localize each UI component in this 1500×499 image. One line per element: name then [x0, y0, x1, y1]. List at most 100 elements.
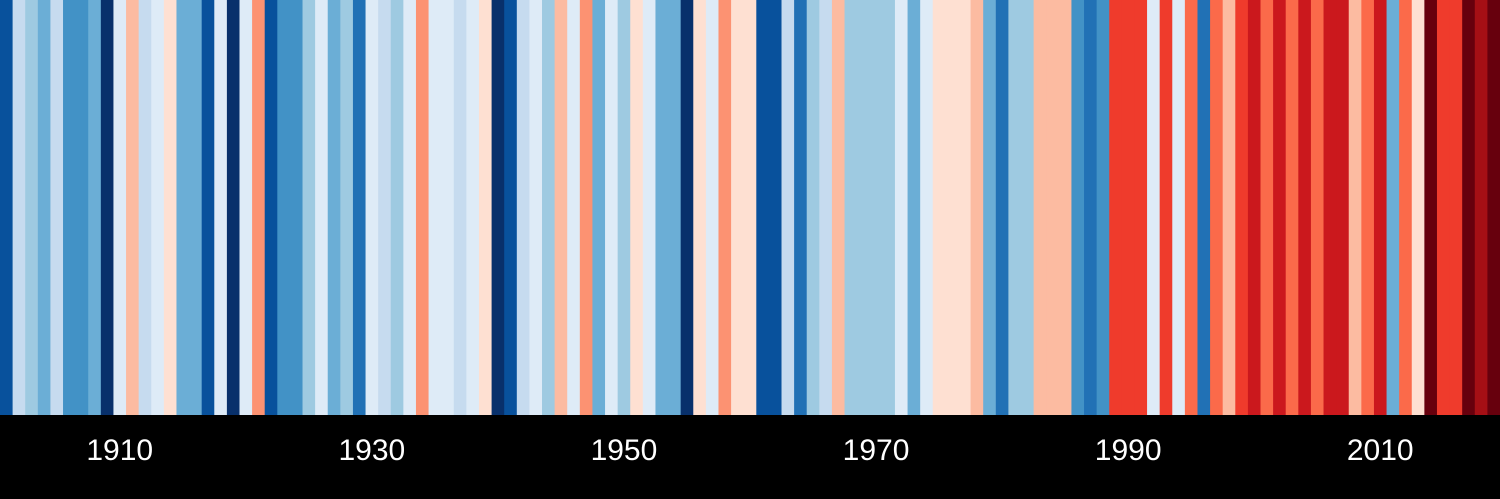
- stripe-1938: [466, 0, 480, 415]
- stripe-1987: [1084, 0, 1098, 415]
- stripe-1943: [529, 0, 543, 415]
- stripe-1981: [1008, 0, 1022, 415]
- stripe-1960: [743, 0, 757, 415]
- stripe-1969: [857, 0, 871, 415]
- stripe-1929: [352, 0, 367, 415]
- stripe-1927: [327, 0, 341, 415]
- stripe-1979: [983, 0, 997, 415]
- stripe-1982: [1021, 0, 1035, 415]
- stripe-2007: [1336, 0, 1350, 415]
- stripe-1942: [516, 0, 531, 415]
- stripe-1984: [1046, 0, 1060, 415]
- stripe-2002: [1273, 0, 1287, 415]
- stripe-2010: [1373, 0, 1388, 415]
- stripe-1998: [1222, 0, 1236, 415]
- stripe-1934: [415, 0, 430, 415]
- stripe-1971: [882, 0, 896, 415]
- stripe-1908: [88, 0, 102, 415]
- stripe-1922: [264, 0, 278, 415]
- stripe-2009: [1361, 0, 1375, 415]
- stripe-1926: [315, 0, 329, 415]
- stripe-1958: [718, 0, 732, 415]
- stripe-1937: [453, 0, 467, 415]
- stripe-2014: [1424, 0, 1438, 415]
- x-axis-ticks: 1910 1930 1950 1970 1990 2010: [86, 434, 1413, 467]
- stripe-1953: [655, 0, 669, 415]
- stripe-2019: [1487, 0, 1500, 415]
- stripe-1993: [1159, 0, 1173, 415]
- stripe-1962: [768, 0, 783, 415]
- x-tick-label-1970: 1970: [843, 434, 910, 467]
- x-tick-label-1910: 1910: [86, 434, 153, 467]
- stripe-1945: [554, 0, 568, 415]
- stripe-1914: [163, 0, 178, 415]
- stripe-1970: [869, 0, 883, 415]
- stripe-1918: [214, 0, 228, 415]
- stripe-1925: [302, 0, 316, 415]
- stripe-1980: [995, 0, 1010, 415]
- stripe-1951: [630, 0, 644, 415]
- x-tick-label-1930: 1930: [338, 434, 405, 467]
- stripe-1959: [731, 0, 745, 415]
- stripe-1931: [378, 0, 392, 415]
- stripe-1936: [441, 0, 455, 415]
- stripe-1905: [50, 0, 64, 415]
- stripe-1944: [542, 0, 556, 415]
- stripe-1932: [390, 0, 404, 415]
- stripe-1941: [504, 0, 518, 415]
- stripe-1913: [151, 0, 165, 415]
- stripe-1973: [907, 0, 921, 415]
- stripe-1996: [1197, 0, 1211, 415]
- stripe-1966: [819, 0, 833, 415]
- stripe-1992: [1147, 0, 1161, 415]
- stripe-1933: [403, 0, 417, 415]
- stripe-2015: [1436, 0, 1451, 415]
- stripe-2008: [1348, 0, 1362, 415]
- stripe-1988: [1096, 0, 1110, 415]
- stripe-1928: [340, 0, 354, 415]
- x-tick-label-1950: 1950: [591, 434, 658, 467]
- stripe-1939: [478, 0, 493, 415]
- stripe-1955: [680, 0, 694, 415]
- stripe-1990: [1121, 0, 1136, 415]
- stripe-2000: [1247, 0, 1262, 415]
- stripe-1986: [1071, 0, 1085, 415]
- stripe-2012: [1399, 0, 1413, 415]
- stripe-1916: [189, 0, 203, 415]
- stripe-1976: [945, 0, 959, 415]
- stripe-1912: [138, 0, 152, 415]
- stripe-1963: [781, 0, 795, 415]
- stripe-1915: [176, 0, 190, 415]
- stripe-1930: [365, 0, 379, 415]
- stripe-1906: [63, 0, 77, 415]
- stripe-1995: [1184, 0, 1199, 415]
- stripe-1911: [126, 0, 140, 415]
- stripe-2017: [1462, 0, 1476, 415]
- stripe-1950: [617, 0, 631, 415]
- stripe-1994: [1172, 0, 1186, 415]
- stripe-1924: [289, 0, 304, 415]
- stripe-1975: [932, 0, 946, 415]
- stripe-2018: [1474, 0, 1488, 415]
- stripe-1983: [1033, 0, 1047, 415]
- stripe-1920: [239, 0, 253, 415]
- stripe-1940: [491, 0, 505, 415]
- stripe-1964: [794, 0, 808, 415]
- stripe-1952: [642, 0, 657, 415]
- stripe-1946: [567, 0, 581, 415]
- stripe-1904: [37, 0, 52, 415]
- stripe-1903: [25, 0, 39, 415]
- stripe-1957: [705, 0, 720, 415]
- stripe-2004: [1298, 0, 1312, 415]
- stripe-2013: [1411, 0, 1425, 415]
- stripe-1989: [1109, 0, 1123, 415]
- stripe-1968: [844, 0, 858, 415]
- stripe-1997: [1210, 0, 1224, 415]
- stripe-1935: [428, 0, 442, 415]
- stripe-1909: [100, 0, 115, 415]
- stripe-1921: [252, 0, 266, 415]
- stripe-1972: [894, 0, 909, 415]
- stripe-1999: [1235, 0, 1249, 415]
- stripe-2011: [1386, 0, 1400, 415]
